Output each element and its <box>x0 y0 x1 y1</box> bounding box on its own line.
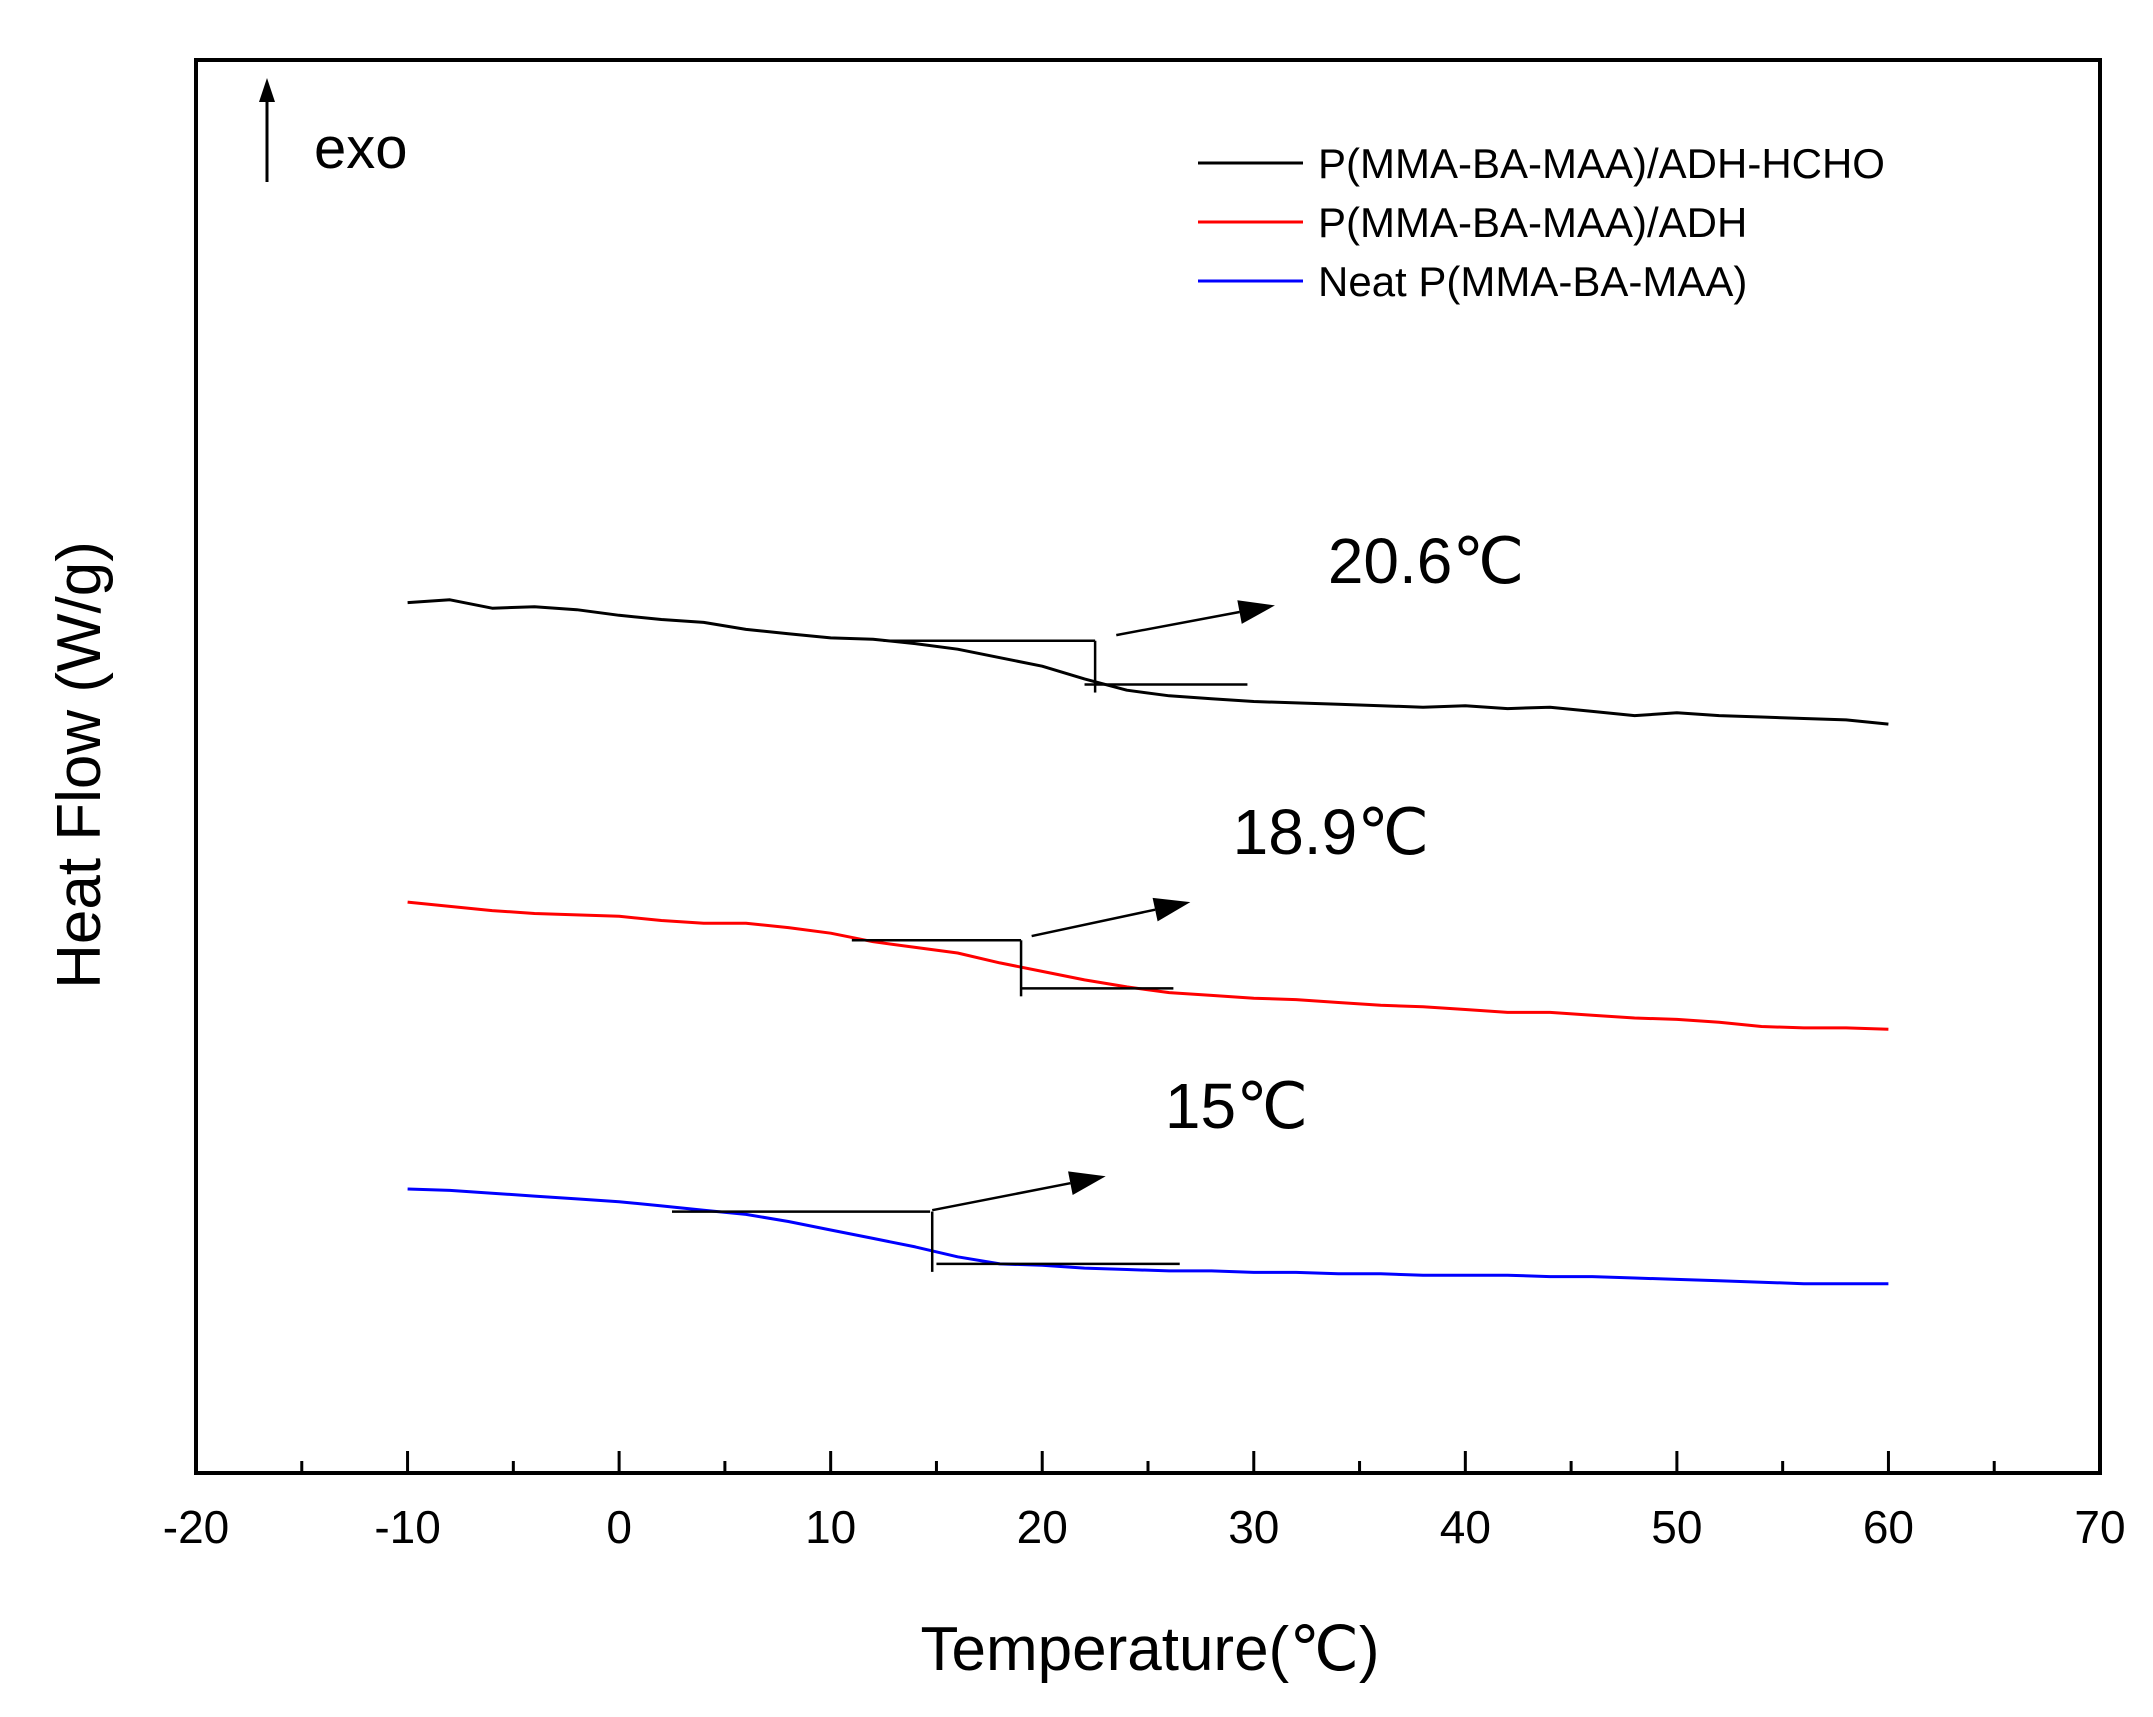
x-tick-label: 10 <box>805 1501 856 1553</box>
x-tick-label: 20 <box>1017 1501 1068 1553</box>
tg-annotation-2: 15℃ <box>672 1070 1308 1272</box>
tg-arrow-shaft <box>1031 908 1156 938</box>
x-tick-label: 50 <box>1651 1501 1702 1553</box>
x-tick-label: 60 <box>1863 1501 1914 1553</box>
series-line-1 <box>407 900 1889 1031</box>
tg-label: 15℃ <box>1165 1070 1308 1142</box>
x-axis-ticks: -20 -10 0 10 20 30 40 50 60 70 <box>163 1451 2126 1553</box>
series-line-0 <box>407 598 1889 726</box>
legend-label-0: P(MMA-BA-MAA)/ADH-HCHO <box>1318 140 1885 187</box>
legend-label-1: P(MMA-BA-MAA)/ADH <box>1318 199 1747 246</box>
tg-arrow-head-icon <box>1152 897 1191 922</box>
exo-label: exo <box>314 116 408 181</box>
tg-arrow-shaft <box>931 1181 1071 1212</box>
tg-arrow-head-icon <box>1068 1171 1106 1195</box>
x-tick-label: -10 <box>374 1501 440 1553</box>
exo-arrow-icon <box>259 78 275 102</box>
x-axis-title: Temperature(℃) <box>921 1615 1380 1684</box>
x-tick-label: 30 <box>1228 1501 1279 1553</box>
series-group <box>407 598 1889 1286</box>
y-axis-title: Heat Flow (W/g) <box>45 541 114 989</box>
x-tick-label: 40 <box>1440 1501 1491 1553</box>
tg-arrow-shaft <box>1116 610 1240 637</box>
tg-label: 20.6℃ <box>1328 525 1524 597</box>
x-tick-label: 70 <box>2074 1501 2125 1553</box>
tg-annotation-0: 20.6℃ <box>883 525 1524 693</box>
x-tick-label: -20 <box>163 1501 229 1553</box>
legend-label-2: Neat P(MMA-BA-MAA) <box>1318 258 1747 305</box>
tg-label: 18.9℃ <box>1233 796 1429 868</box>
tg-annotation-1: 18.9℃ <box>851 796 1429 997</box>
tg-arrow-head-icon <box>1237 600 1275 624</box>
x-tick-label: 0 <box>606 1501 632 1553</box>
series-line-2 <box>407 1187 1889 1286</box>
exo-indicator: exo <box>259 78 408 182</box>
legend: P(MMA-BA-MAA)/ADH-HCHO P(MMA-BA-MAA)/ADH… <box>1198 140 1885 305</box>
annotations-group: 20.6℃ 18.9℃ 15℃ <box>672 525 1524 1272</box>
